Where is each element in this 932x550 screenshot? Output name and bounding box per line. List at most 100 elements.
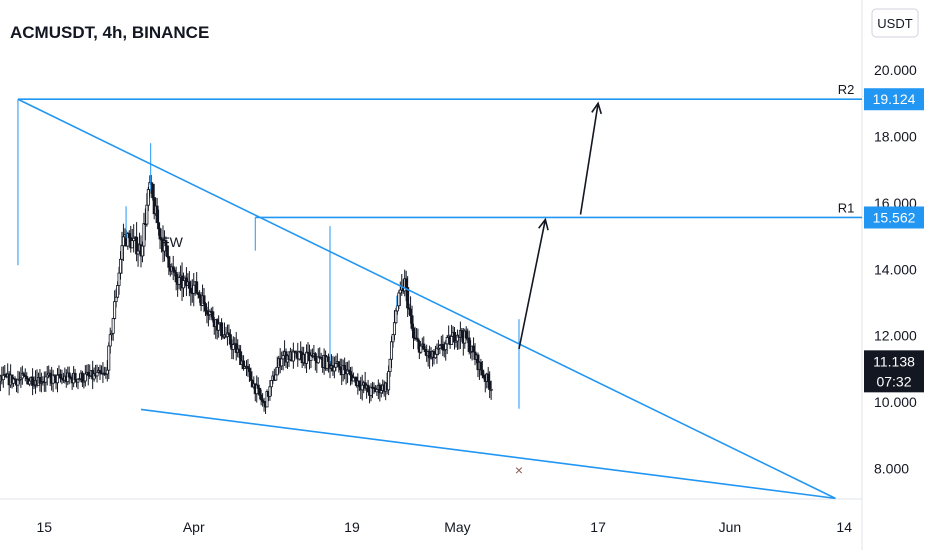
candle-body (108, 334, 112, 347)
candle-body (313, 353, 317, 361)
candle-body (130, 240, 134, 249)
pattern-label: FW (161, 234, 184, 250)
candle-body (58, 373, 62, 379)
candle-body (392, 322, 396, 336)
candle-body (441, 344, 445, 351)
candle-body (472, 345, 476, 353)
candle-body (217, 323, 221, 331)
candle-body (489, 388, 493, 391)
candle-body (366, 384, 370, 393)
candle-body (445, 337, 449, 345)
currency-label: USDT (877, 16, 912, 31)
candle-body (274, 374, 278, 381)
candle-body (390, 341, 394, 360)
price-tags: 19.124 15.562 11.138 07:32 (864, 88, 924, 393)
bar-countdown-label: 07:32 (876, 373, 911, 389)
x-tick-label: 19 (344, 519, 360, 535)
candle-body (171, 266, 175, 271)
candle-body (73, 372, 77, 381)
level-name-label: R2 (838, 82, 855, 97)
y-tick-label: 12.000 (874, 328, 917, 344)
candles-layer (0, 143, 520, 414)
time-axis: 15 Apr 19 May 17 Jun 14 (37, 519, 853, 535)
candle-body (203, 303, 207, 311)
candle-body (391, 334, 395, 343)
arrow-head (591, 101, 603, 115)
candle-body (205, 310, 209, 315)
candle-body (467, 337, 471, 352)
candle-body (460, 330, 464, 338)
candle-body (228, 334, 232, 345)
candle-body (105, 369, 109, 375)
lower-trendline (140, 408, 836, 500)
candle-body (155, 205, 159, 224)
level-price-tag (864, 206, 924, 229)
candle-body (480, 369, 484, 376)
candle-body (269, 380, 273, 388)
level-name-label: R1 (838, 200, 855, 215)
candle-body (113, 301, 117, 319)
candle-body (360, 384, 364, 391)
candle-body (114, 296, 118, 303)
candle-body (394, 310, 398, 324)
candle-body (107, 345, 111, 371)
candle-body (398, 289, 402, 294)
candle-body (127, 233, 131, 239)
candle-body (151, 183, 155, 199)
candle-body (281, 355, 285, 360)
candle-body (397, 292, 401, 307)
candle-body (111, 318, 115, 334)
candle-body (258, 387, 262, 396)
candle-body (211, 311, 215, 321)
candle-body (409, 308, 413, 317)
candle-body (198, 294, 202, 298)
currency-button[interactable] (871, 8, 919, 38)
candle-body (259, 394, 263, 401)
candle-body (220, 322, 224, 337)
y-tick-label: 18.000 (874, 129, 917, 145)
candle-body (142, 223, 146, 247)
candle-body (136, 250, 140, 255)
candle-body (357, 380, 361, 388)
candle-body (404, 278, 408, 288)
candle-body (388, 358, 392, 372)
candle-body (195, 281, 199, 294)
chart-title: ACMUSDT, 4h, BINANCE (10, 23, 209, 42)
projection-arrow (579, 103, 599, 215)
candle-body (486, 373, 490, 382)
x-tick-label: Apr (183, 519, 205, 535)
candle-body (256, 384, 260, 389)
candle-body (189, 287, 193, 294)
candle-body (419, 345, 423, 353)
candle-body (117, 272, 121, 286)
candle-body (86, 372, 90, 376)
y-tick-label: 10.000 (874, 394, 917, 410)
y-tick-label: 8.000 (874, 461, 909, 477)
candle-body (464, 330, 468, 339)
candle-body (187, 281, 191, 289)
candle-body (116, 285, 120, 298)
candle-body (488, 381, 492, 390)
candle-body (387, 371, 391, 391)
projection-arrow (518, 219, 547, 350)
candle-body (334, 363, 338, 368)
candle-body (275, 366, 279, 376)
candle-body (83, 373, 87, 382)
candle-body (44, 376, 48, 383)
x-tick-label: May (444, 519, 470, 535)
candle-body (305, 351, 309, 364)
candle-body (343, 365, 347, 371)
candle-body (121, 236, 125, 247)
candle-body (479, 361, 483, 371)
y-tick-label: 20.000 (874, 62, 917, 78)
candle-body (422, 343, 426, 350)
candle-body (28, 380, 32, 385)
candle-body (67, 372, 71, 378)
candle-body (249, 371, 253, 381)
candle-body (181, 280, 185, 289)
candle-body (177, 277, 181, 285)
x-tick-label: Jun (719, 519, 742, 535)
candle-body (338, 366, 342, 371)
candle-body (332, 366, 336, 372)
